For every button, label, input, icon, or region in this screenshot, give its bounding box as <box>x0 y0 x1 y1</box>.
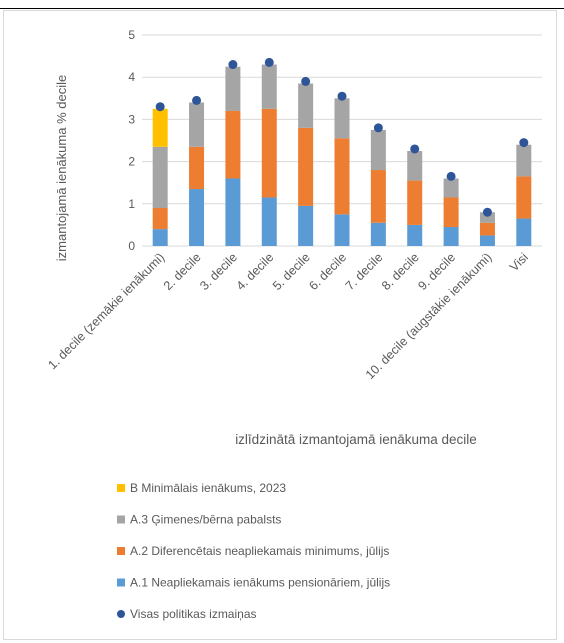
bar-segment <box>261 197 277 246</box>
bar-segment <box>443 227 459 246</box>
y-tick-label: 0 <box>128 239 135 253</box>
x-tick-label: 1. decile (zemākie ienākumi) <box>45 250 167 372</box>
x-tick-label: 4. decile <box>234 250 277 293</box>
bar-segment <box>152 208 168 230</box>
total-marker <box>410 144 420 154</box>
x-tick-label: 5. decile <box>270 250 313 293</box>
y-tick-labels: 0 1 2 3 4 5 <box>128 28 135 253</box>
x-axis-label: izlīdzinātā izmantojamā ienākuma decile <box>235 432 477 447</box>
bar-segment <box>334 138 350 215</box>
legend-label: A.2 Diferencētais neapliekamais minimums… <box>130 544 389 558</box>
bars <box>152 64 532 246</box>
bar-segment <box>298 83 314 128</box>
y-tick-label: 3 <box>128 112 135 126</box>
bar-segment <box>261 64 277 109</box>
y-tick-label: 5 <box>128 28 135 42</box>
bar-segment <box>407 151 423 181</box>
chart-panel <box>3 10 557 640</box>
bar-segment <box>189 189 205 246</box>
total-marker <box>446 171 456 181</box>
bar-segment <box>516 144 532 177</box>
bar-segment <box>298 127 314 206</box>
bar-segment <box>334 98 350 139</box>
y-tick-label: 1 <box>128 197 135 211</box>
total-marker <box>228 60 238 70</box>
x-tick-labels: 1. decile (zemākie ienākumi)2. decile3. … <box>45 250 531 382</box>
total-marker <box>482 207 492 217</box>
bar-segment <box>443 178 459 198</box>
bar-segment <box>225 178 241 246</box>
total-marker <box>373 123 383 133</box>
bar-segment <box>298 205 314 246</box>
bar-segment <box>370 129 386 171</box>
legend-swatch <box>117 547 125 555</box>
bar-segment <box>189 146 205 190</box>
x-tick-label: 6. decile <box>306 250 349 293</box>
bar-segment <box>152 229 168 246</box>
bar-segment <box>479 222 495 236</box>
total-marker <box>337 91 347 101</box>
bar-segment <box>152 146 168 209</box>
top-rule <box>0 8 564 9</box>
x-tick-label: 8. decile <box>379 250 422 293</box>
bar-segment <box>334 214 350 246</box>
bar-segment <box>479 235 495 246</box>
bar-segment <box>407 224 423 246</box>
total-marker <box>519 138 529 148</box>
x-tick-label: 2. decile <box>161 250 204 293</box>
legend: B Minimālais ienākums, 2023 A.3 Ģimenes/b… <box>117 481 390 621</box>
total-markers <box>155 57 529 217</box>
legend-swatch <box>117 484 125 492</box>
total-marker <box>301 76 311 86</box>
legend-label: A.3 Ģimenes/bērna pabalsts <box>130 513 281 527</box>
total-marker <box>192 95 202 105</box>
legend-label: A.1 Neapliekamais ienākums pensionāriem,… <box>130 576 390 590</box>
legend-marker <box>117 610 125 618</box>
bar-segment <box>407 180 423 225</box>
bar-segment <box>370 222 386 246</box>
x-tick-label: 7. decile <box>343 250 386 293</box>
bar-segment <box>261 108 277 198</box>
bar-segment <box>370 170 386 223</box>
legend-swatch <box>117 578 125 587</box>
bar-segment <box>225 110 241 179</box>
y-tick-label: 4 <box>128 70 135 84</box>
x-tick-label: 3. decile <box>197 250 240 293</box>
legend-swatch <box>117 515 125 524</box>
bar-segment <box>225 66 241 111</box>
bar-segment <box>443 197 459 228</box>
bar-segment <box>189 102 205 147</box>
bar-segment <box>516 218 532 246</box>
bar-segment <box>516 176 532 219</box>
total-marker <box>155 102 165 112</box>
bar-segment <box>152 108 168 147</box>
y-axis-label: izmantojamā ienākuma % decile <box>54 75 69 261</box>
legend-label: Visas politikas izmaiņas <box>130 607 257 621</box>
y-tick-label: 2 <box>128 155 135 169</box>
legend-label: B Minimālais ienākums, 2023 <box>130 481 286 495</box>
x-tick-label: Visi <box>507 250 531 274</box>
bar-segment <box>479 212 495 223</box>
total-marker <box>264 57 274 67</box>
